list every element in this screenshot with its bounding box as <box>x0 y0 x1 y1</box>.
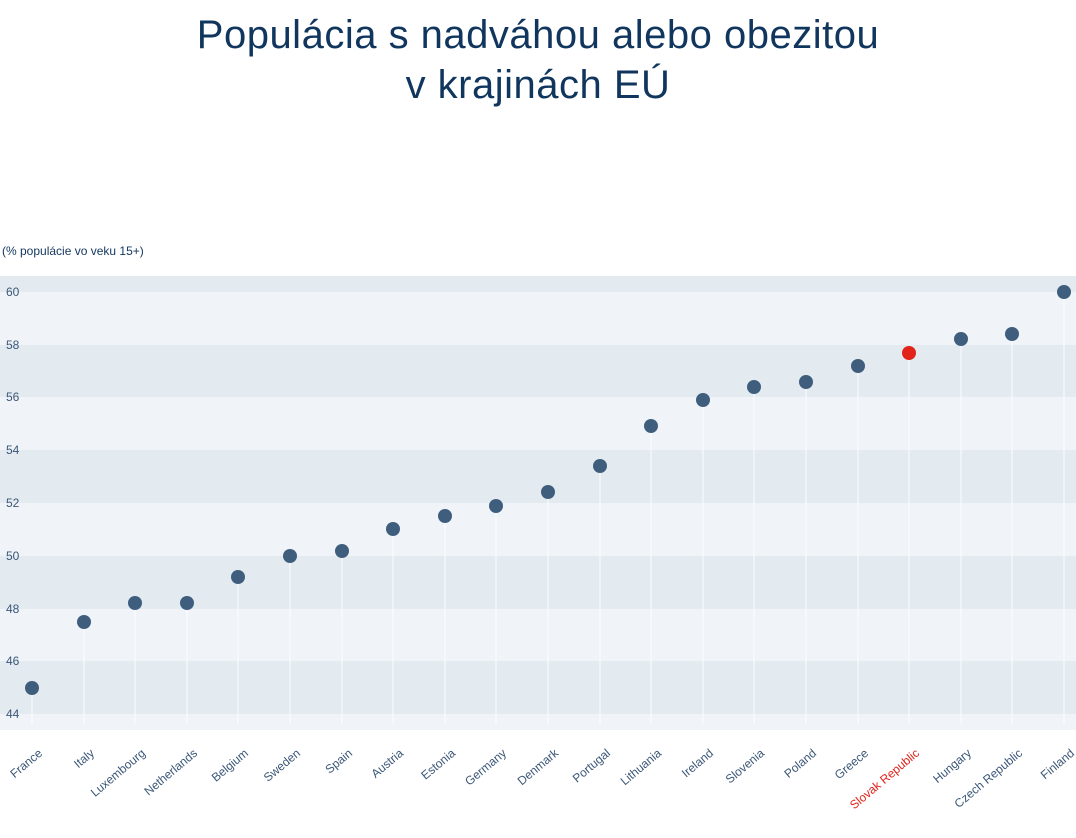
data-point <box>25 681 39 695</box>
y-tick-label: 52 <box>6 496 19 510</box>
x-tick-label: Finland <box>1038 746 1076 782</box>
x-tick-label: Italy <box>71 746 97 771</box>
data-point <box>283 549 297 563</box>
lollipop-stem <box>83 622 84 724</box>
data-point <box>1057 285 1071 299</box>
x-tick-label: Portugal <box>569 746 612 785</box>
lollipop-stem <box>960 339 961 724</box>
data-point <box>77 615 91 629</box>
lollipop-stem <box>496 506 497 724</box>
x-tick-label: Spain <box>322 746 355 776</box>
x-tick-label: Hungary <box>930 746 974 786</box>
y-tick-label: 48 <box>6 602 19 616</box>
y-tick-label: 50 <box>6 549 19 563</box>
lollipop-stem <box>806 382 807 724</box>
data-point <box>593 459 607 473</box>
data-point <box>954 332 968 346</box>
x-tick-label: Slovenia <box>723 746 767 786</box>
grid-band <box>0 556 1076 609</box>
x-tick-label: Luxembourg <box>88 746 148 800</box>
data-point <box>489 499 503 513</box>
x-tick-label: Sweden <box>261 746 303 785</box>
lollipop-stem <box>444 516 445 724</box>
lollipop-stem <box>702 400 703 724</box>
y-axis-label: (% populácie vo veku 15+) <box>2 244 144 258</box>
data-point <box>386 522 400 536</box>
x-tick-label: Belgium <box>209 746 251 785</box>
lollipop-stem <box>393 529 394 724</box>
x-tick-label: France <box>7 746 45 781</box>
x-tick-label: Ireland <box>679 746 716 780</box>
data-point <box>799 375 813 389</box>
y-tick-label: 58 <box>6 338 19 352</box>
lollipop-stem <box>909 353 910 724</box>
grid-band <box>0 661 1076 714</box>
chart-title-line2: v krajinách EÚ <box>406 63 671 107</box>
grid-band <box>0 609 1076 662</box>
lollipop-stem <box>548 492 549 724</box>
lollipop-stem <box>135 603 136 724</box>
data-point <box>438 509 452 523</box>
data-point <box>1005 327 1019 341</box>
grid-band <box>0 292 1076 345</box>
data-point <box>747 380 761 394</box>
lollipop-stem <box>341 551 342 724</box>
y-tick-label: 46 <box>6 654 19 668</box>
y-tick-label: 44 <box>6 707 19 721</box>
data-point <box>335 544 349 558</box>
x-tick-label: Greece <box>831 746 870 782</box>
x-tick-label: Netherlands <box>141 746 200 798</box>
data-point <box>128 596 142 610</box>
lollipop-stem <box>857 366 858 724</box>
x-tick-label: Lithuania <box>618 746 664 788</box>
lollipop-stem <box>238 577 239 724</box>
grid-band <box>0 276 1076 292</box>
lollipop-stem <box>290 556 291 724</box>
y-tick-label: 56 <box>6 390 19 404</box>
lollipop-stem <box>754 387 755 724</box>
data-point <box>231 570 245 584</box>
chart-area: 444648505254565860FranceItalyLuxembourgN… <box>0 276 1076 730</box>
data-point-highlight <box>902 346 916 360</box>
lollipop-stem <box>186 603 187 724</box>
grid-band <box>0 397 1076 450</box>
chart-title-line1: Populácia s nadváhou alebo obezitou <box>197 13 879 57</box>
x-tick-label: Poland <box>781 746 819 781</box>
grid-band <box>0 503 1076 556</box>
x-tick-label: Denmark <box>515 746 561 788</box>
x-tick-label: Germany <box>463 746 510 788</box>
grid-band <box>0 714 1076 730</box>
x-tick-label: Estonia <box>418 746 458 782</box>
y-tick-label: 54 <box>6 443 19 457</box>
y-tick-label: 60 <box>6 285 19 299</box>
data-point <box>180 596 194 610</box>
lollipop-stem <box>1012 334 1013 724</box>
data-point <box>541 485 555 499</box>
data-point <box>644 419 658 433</box>
plot-background <box>0 276 1076 730</box>
grid-band <box>0 450 1076 503</box>
lollipop-stem <box>651 426 652 724</box>
lollipop-stem <box>599 466 600 724</box>
chart-title: Populácia s nadváhou alebo obezitou v kr… <box>0 10 1076 110</box>
lollipop-stem <box>1064 292 1065 724</box>
data-point <box>696 393 710 407</box>
x-tick-label: Austria <box>369 746 407 781</box>
data-point <box>851 359 865 373</box>
